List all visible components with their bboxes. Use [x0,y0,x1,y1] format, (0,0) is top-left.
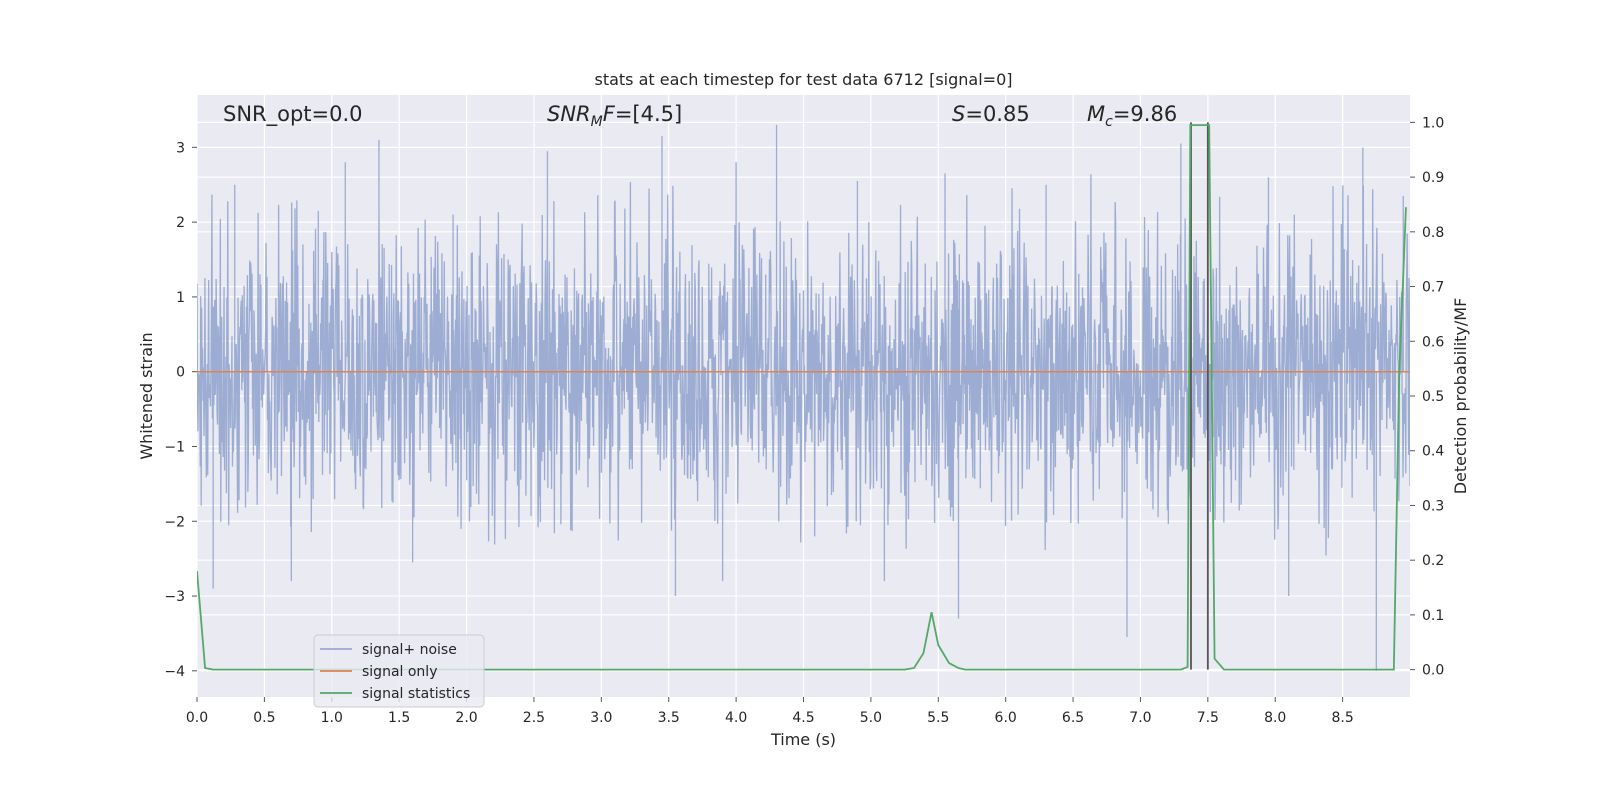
annotation-s-value: =0.85 [965,102,1029,126]
x-tick-label: 6.0 [995,710,1017,726]
x-tick-label: 1.0 [321,710,343,726]
x-tick-label: 7.0 [1129,710,1151,726]
legend-label: signal+ noise [362,642,457,658]
annotation-s-var: S [952,102,965,126]
y-left-tick-label: −1 [164,439,185,455]
y-right-axis-label: Detection probability/MF [1451,298,1470,495]
y-left-tick-label: 2 [176,215,185,231]
x-tick-label: 3.0 [590,710,612,726]
y-left-tick-label: 0 [176,365,185,381]
y-right-tick-label: 0.0 [1422,663,1444,679]
x-tick-label: 2.5 [523,710,545,726]
annotation-snr-mf-main: SNR [547,102,591,126]
series-layer [197,122,1410,671]
y-right-tick-label: 1.0 [1422,115,1444,131]
x-tick-label: 0.5 [253,710,275,726]
annotation-mc-main: M [1087,102,1105,126]
y-left-axis-label: Whitened strain [137,332,156,459]
series-signal-noise [197,124,1410,671]
chart-title: stats at each timestep for test data 671… [594,70,1012,89]
x-tick-label: 7.5 [1197,710,1219,726]
legend-label: signal only [362,664,437,680]
annotation-snr-opt: SNR_opt=0.0 [223,102,363,127]
y-left-tick-label: 3 [176,140,185,156]
legend-label: signal statistics [362,686,470,702]
annotation-snr-mf-sub: M [591,114,603,130]
x-tick-label: 6.5 [1062,710,1084,726]
axis-ticks: 0.0 0.5 1.0 1.5 2.0 2.5 3.0 3.5 4.0 4.5 5.0 5.5 6.0 6… [164,115,1444,726]
annotation-snr-mf-rest: F=[4.5] [603,102,682,126]
y-right-tick-label: 0.9 [1422,170,1444,186]
x-tick-label: 8.0 [1264,710,1286,726]
y-left-tick-label: −4 [164,664,185,680]
y-left-tick-label: −2 [164,514,185,530]
annotation-snr-mf-f: F [603,102,616,126]
annotation-snr-mf: SNRMF=[4.5] [547,102,682,130]
y-right-tick-label: 0.8 [1422,225,1444,241]
y-right-tick-label: 0.5 [1422,389,1444,405]
y-right-tick-label: 0.6 [1422,334,1444,350]
x-tick-label: 5.0 [860,710,882,726]
y-right-tick-label: 0.2 [1422,553,1444,569]
x-tick-label: 1.5 [388,710,410,726]
annotation-s: S=0.85 [952,102,1030,126]
y-right-tick-label: 0.7 [1422,280,1444,296]
legend-items: signal+ noise signal only signal statistic… [320,642,470,702]
x-tick-label: 0.0 [186,710,208,726]
x-tick-label: 8.5 [1331,710,1353,726]
y-left-tick-label: −3 [164,589,185,605]
series-signal-statistics [197,124,1407,671]
x-tick-label: 3.5 [658,710,680,726]
y-right-tick-label: 0.1 [1422,608,1444,624]
x-axis-label: Time (s) [770,730,836,749]
x-tick-label: 4.5 [792,710,814,726]
annotation-mc-value: =9.86 [1113,102,1177,126]
y-right-tick-label: 0.4 [1422,444,1444,460]
legend-box [313,634,485,708]
x-tick-label: 2.0 [455,710,477,726]
annotation-mc: Mc=9.86 [1087,102,1177,130]
x-tick-label: 4.0 [725,710,747,726]
annotation-mc-sub: c [1105,114,1113,130]
y-right-tick-label: 0.3 [1422,498,1444,514]
legend: signal+ noise signal only signal statistic… [313,634,485,708]
y-left-tick-label: 1 [176,290,185,306]
x-tick-label: 5.5 [927,710,949,726]
